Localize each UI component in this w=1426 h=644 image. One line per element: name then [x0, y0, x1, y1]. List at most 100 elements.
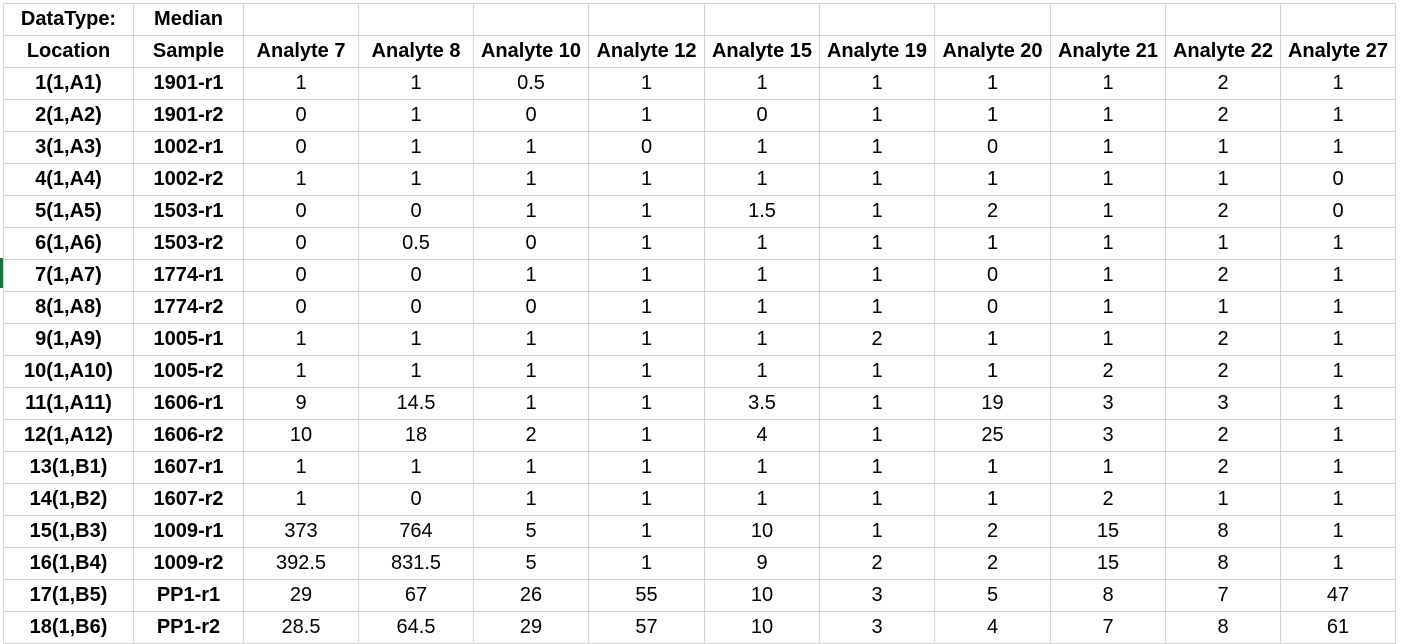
cell[interactable]: 2: [473, 419, 589, 452]
cell[interactable]: 1: [588, 419, 705, 452]
cell[interactable]: 2: [934, 547, 1051, 580]
cell[interactable]: 1: [1050, 259, 1166, 292]
cell[interactable]: 1: [1050, 67, 1166, 100]
cell[interactable]: 4: [704, 419, 820, 452]
cell[interactable]: 0: [358, 291, 474, 324]
cell[interactable]: 2: [1165, 67, 1281, 100]
cell[interactable]: 1503-r2: [133, 227, 244, 260]
cell[interactable]: 1: [243, 483, 359, 516]
cell[interactable]: 1: [819, 131, 935, 164]
cell[interactable]: 5(1,A5): [3, 195, 134, 228]
cell[interactable]: 1: [588, 67, 705, 100]
cell[interactable]: 0: [1280, 163, 1396, 196]
cell[interactable]: 1606-r2: [133, 419, 244, 452]
cell[interactable]: 2: [1050, 355, 1166, 388]
cell[interactable]: 5: [473, 515, 589, 548]
cell[interactable]: 1: [819, 355, 935, 388]
cell[interactable]: 1: [588, 163, 705, 196]
cell[interactable]: 1: [1165, 131, 1281, 164]
cell[interactable]: 1: [1050, 227, 1166, 260]
cell[interactable]: 1: [819, 99, 935, 132]
cell[interactable]: 10: [704, 579, 820, 612]
cell[interactable]: 1: [704, 227, 820, 260]
cell[interactable]: 1: [819, 291, 935, 324]
cell[interactable]: 7: [1165, 579, 1281, 612]
cell[interactable]: 1: [1280, 99, 1396, 132]
cell[interactable]: 1: [243, 163, 359, 196]
cell[interactable]: 1: [588, 547, 705, 580]
cell[interactable]: 0: [704, 99, 820, 132]
cell[interactable]: [1280, 3, 1396, 36]
cell[interactable]: Analyte 10: [473, 35, 589, 68]
cell[interactable]: 1: [1050, 451, 1166, 484]
cell[interactable]: 4: [934, 611, 1051, 644]
cell[interactable]: 5: [473, 547, 589, 580]
cell[interactable]: 0: [358, 195, 474, 228]
cell[interactable]: 1: [588, 515, 705, 548]
cell[interactable]: 1: [1280, 67, 1396, 100]
cell[interactable]: 11(1,A11): [3, 387, 134, 420]
cell[interactable]: DataType:: [3, 3, 134, 36]
cell[interactable]: 7(1,A7): [3, 259, 134, 292]
cell[interactable]: 831.5: [358, 547, 474, 580]
cell[interactable]: 1: [358, 323, 474, 356]
cell[interactable]: 1: [1280, 451, 1396, 484]
cell[interactable]: 0.5: [358, 227, 474, 260]
cell[interactable]: 2: [1165, 451, 1281, 484]
cell[interactable]: 1: [934, 483, 1051, 516]
cell[interactable]: 1: [1280, 483, 1396, 516]
cell[interactable]: 1: [1280, 355, 1396, 388]
cell[interactable]: 0: [358, 483, 474, 516]
cell[interactable]: 2(1,A2): [3, 99, 134, 132]
cell[interactable]: 1: [473, 323, 589, 356]
cell[interactable]: 1: [588, 355, 705, 388]
cell[interactable]: 1: [1165, 483, 1281, 516]
cell[interactable]: 0: [243, 131, 359, 164]
cell[interactable]: 1: [704, 451, 820, 484]
cell[interactable]: 1: [819, 387, 935, 420]
cell[interactable]: 1607-r1: [133, 451, 244, 484]
cell[interactable]: 55: [588, 579, 705, 612]
cell[interactable]: 1: [1050, 99, 1166, 132]
cell[interactable]: [243, 3, 359, 36]
cell[interactable]: 1503-r1: [133, 195, 244, 228]
cell[interactable]: [358, 3, 474, 36]
cell[interactable]: Analyte 7: [243, 35, 359, 68]
cell[interactable]: 1002-r1: [133, 131, 244, 164]
cell[interactable]: 1005-r1: [133, 323, 244, 356]
cell[interactable]: 1: [934, 99, 1051, 132]
cell[interactable]: PP1-r2: [133, 611, 244, 644]
cell[interactable]: 1: [819, 67, 935, 100]
cell[interactable]: Sample: [133, 35, 244, 68]
cell[interactable]: 17(1,B5): [3, 579, 134, 612]
cell[interactable]: 1: [243, 451, 359, 484]
cell[interactable]: Analyte 15: [704, 35, 820, 68]
cell[interactable]: 1: [1280, 387, 1396, 420]
cell[interactable]: 10: [704, 611, 820, 644]
cell[interactable]: 1: [473, 387, 589, 420]
cell[interactable]: 19: [934, 387, 1051, 420]
cell[interactable]: 5: [934, 579, 1051, 612]
cell[interactable]: 1: [704, 67, 820, 100]
cell[interactable]: 29: [473, 611, 589, 644]
cell[interactable]: 2: [1165, 99, 1281, 132]
cell[interactable]: 0: [588, 131, 705, 164]
cell[interactable]: 1: [1280, 323, 1396, 356]
cell[interactable]: 9(1,A9): [3, 323, 134, 356]
cell[interactable]: 1: [358, 67, 474, 100]
cell[interactable]: 1: [1165, 291, 1281, 324]
cell[interactable]: 2: [1165, 259, 1281, 292]
cell[interactable]: 1774-r2: [133, 291, 244, 324]
cell[interactable]: 12(1,A12): [3, 419, 134, 452]
cell[interactable]: 1: [473, 195, 589, 228]
cell[interactable]: 47: [1280, 579, 1396, 612]
cell[interactable]: 1: [588, 195, 705, 228]
cell[interactable]: 13(1,B1): [3, 451, 134, 484]
cell[interactable]: 61: [1280, 611, 1396, 644]
cell[interactable]: 1: [1280, 131, 1396, 164]
cell[interactable]: 3: [819, 611, 935, 644]
cell[interactable]: 7: [1050, 611, 1166, 644]
cell[interactable]: 1: [1280, 419, 1396, 452]
cell[interactable]: 1: [934, 163, 1051, 196]
cell[interactable]: Analyte 20: [934, 35, 1051, 68]
